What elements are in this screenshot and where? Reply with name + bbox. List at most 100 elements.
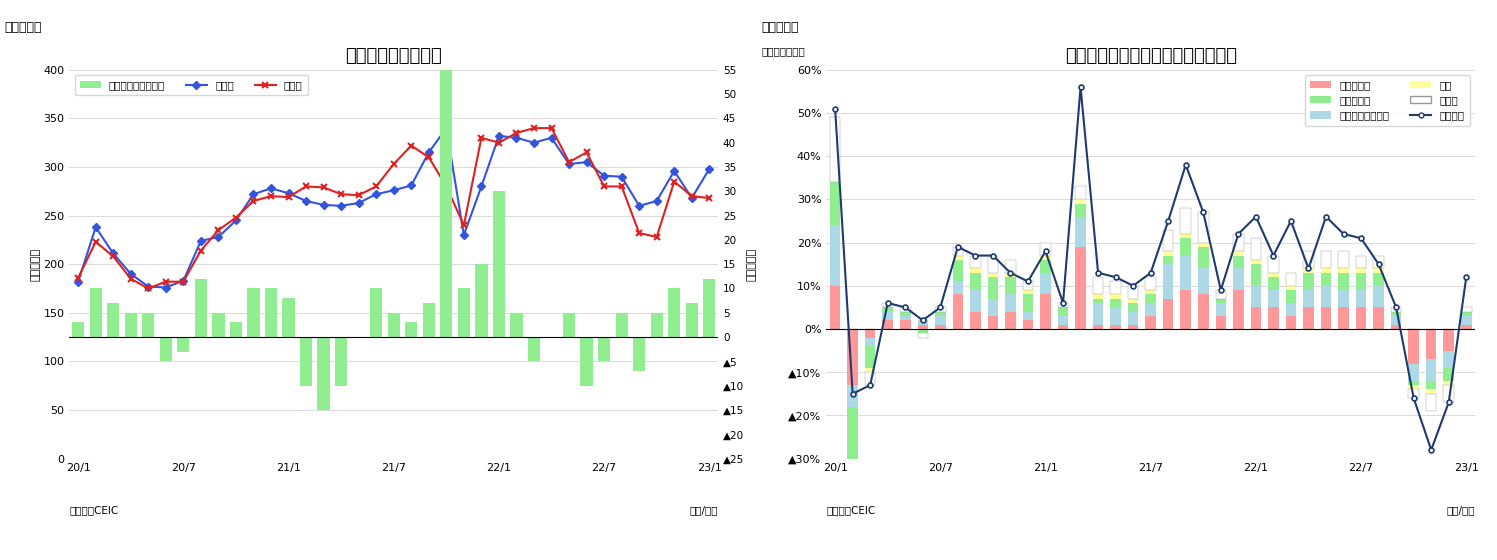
輸出額 <box>157 284 175 291</box>
Bar <box>1111 325 1121 329</box>
Bar <box>283 298 295 337</box>
Bar <box>1093 303 1103 325</box>
Bar <box>1304 251 1314 268</box>
Bar <box>1040 295 1051 329</box>
Text: （前年同月比）: （前年同月比） <box>762 46 805 56</box>
Bar <box>1181 255 1192 290</box>
Bar <box>1234 251 1244 255</box>
Bar <box>1145 295 1156 303</box>
Text: （資料）CEIC: （資料）CEIC <box>69 505 118 515</box>
Bar <box>247 288 259 337</box>
Bar <box>1058 307 1069 316</box>
Bar <box>1268 307 1278 329</box>
Bar <box>1075 199 1085 204</box>
Bar <box>651 313 663 337</box>
輸出額 <box>630 203 648 209</box>
輸入額 <box>612 183 630 190</box>
Bar <box>952 260 963 282</box>
輸出額 <box>473 183 491 190</box>
Bar <box>1145 277 1156 290</box>
Bar <box>970 312 981 329</box>
輸出額 <box>385 187 403 194</box>
Text: （資料）CEIC: （資料）CEIC <box>826 505 876 515</box>
Bar <box>1443 368 1454 381</box>
輸入額 <box>525 125 543 132</box>
Bar <box>1004 295 1015 312</box>
Bar <box>1443 351 1454 368</box>
Bar <box>829 182 840 225</box>
Bar <box>1320 273 1331 286</box>
Bar <box>1304 290 1314 307</box>
Bar <box>918 320 928 325</box>
Bar <box>1250 264 1260 286</box>
Bar <box>1391 316 1401 325</box>
輸出額 <box>507 134 525 141</box>
Bar <box>633 337 645 371</box>
Bar <box>1286 303 1296 316</box>
Bar <box>388 313 400 337</box>
Bar <box>265 288 277 337</box>
Bar <box>1004 277 1015 295</box>
Bar <box>882 307 894 312</box>
Bar <box>1391 307 1401 312</box>
輸入額 <box>490 139 507 146</box>
Bar <box>1040 255 1051 260</box>
Bar <box>1181 208 1192 234</box>
輸入額 <box>630 230 648 236</box>
Bar <box>1409 363 1419 381</box>
輸入額 <box>403 142 421 149</box>
Bar <box>865 338 876 346</box>
輸入額 <box>69 274 87 281</box>
Bar <box>1022 320 1033 329</box>
Bar <box>988 255 998 273</box>
輸入額 <box>157 278 175 285</box>
Bar <box>422 303 436 337</box>
輸入額 <box>296 183 314 190</box>
輸出額 <box>367 191 385 198</box>
輸入額 <box>701 195 719 202</box>
Bar <box>970 290 981 312</box>
Bar <box>918 329 928 333</box>
Bar <box>510 313 522 337</box>
Bar <box>1373 273 1383 286</box>
Bar <box>142 313 154 337</box>
Bar <box>72 323 84 337</box>
Bar <box>1127 303 1138 312</box>
Bar <box>952 247 963 255</box>
Bar <box>847 385 858 407</box>
輸出額 <box>280 190 298 197</box>
Bar <box>1443 381 1454 385</box>
Bar <box>1409 329 1419 363</box>
輸出額 <box>69 278 87 285</box>
Bar <box>1286 286 1296 290</box>
Bar <box>1443 385 1454 403</box>
輸入額 <box>648 234 666 240</box>
Bar <box>1111 282 1121 295</box>
Bar <box>1356 307 1367 329</box>
Bar <box>1373 268 1383 273</box>
Bar <box>1391 325 1401 329</box>
Bar <box>1427 359 1437 381</box>
Bar <box>847 463 858 484</box>
輸入額 <box>419 154 437 161</box>
輸出額 <box>683 195 701 202</box>
Bar <box>1198 212 1208 242</box>
輸入額 <box>683 193 701 199</box>
輸入額 <box>105 253 123 260</box>
輸入額 <box>139 285 157 292</box>
Bar <box>1338 268 1349 273</box>
輸入額 <box>507 129 525 136</box>
Bar <box>1181 238 1192 255</box>
輸入額 <box>244 198 262 204</box>
Bar <box>1075 247 1085 329</box>
Y-axis label: （億ドル）: （億ドル） <box>30 248 40 281</box>
Bar <box>686 303 698 337</box>
輸出額 <box>314 202 332 208</box>
Bar <box>1320 268 1331 273</box>
輸出額 <box>139 283 157 290</box>
Bar <box>1198 247 1208 268</box>
輸入額 <box>262 193 280 199</box>
Bar <box>1216 298 1226 303</box>
Bar <box>1198 295 1208 329</box>
Bar <box>1058 316 1069 325</box>
